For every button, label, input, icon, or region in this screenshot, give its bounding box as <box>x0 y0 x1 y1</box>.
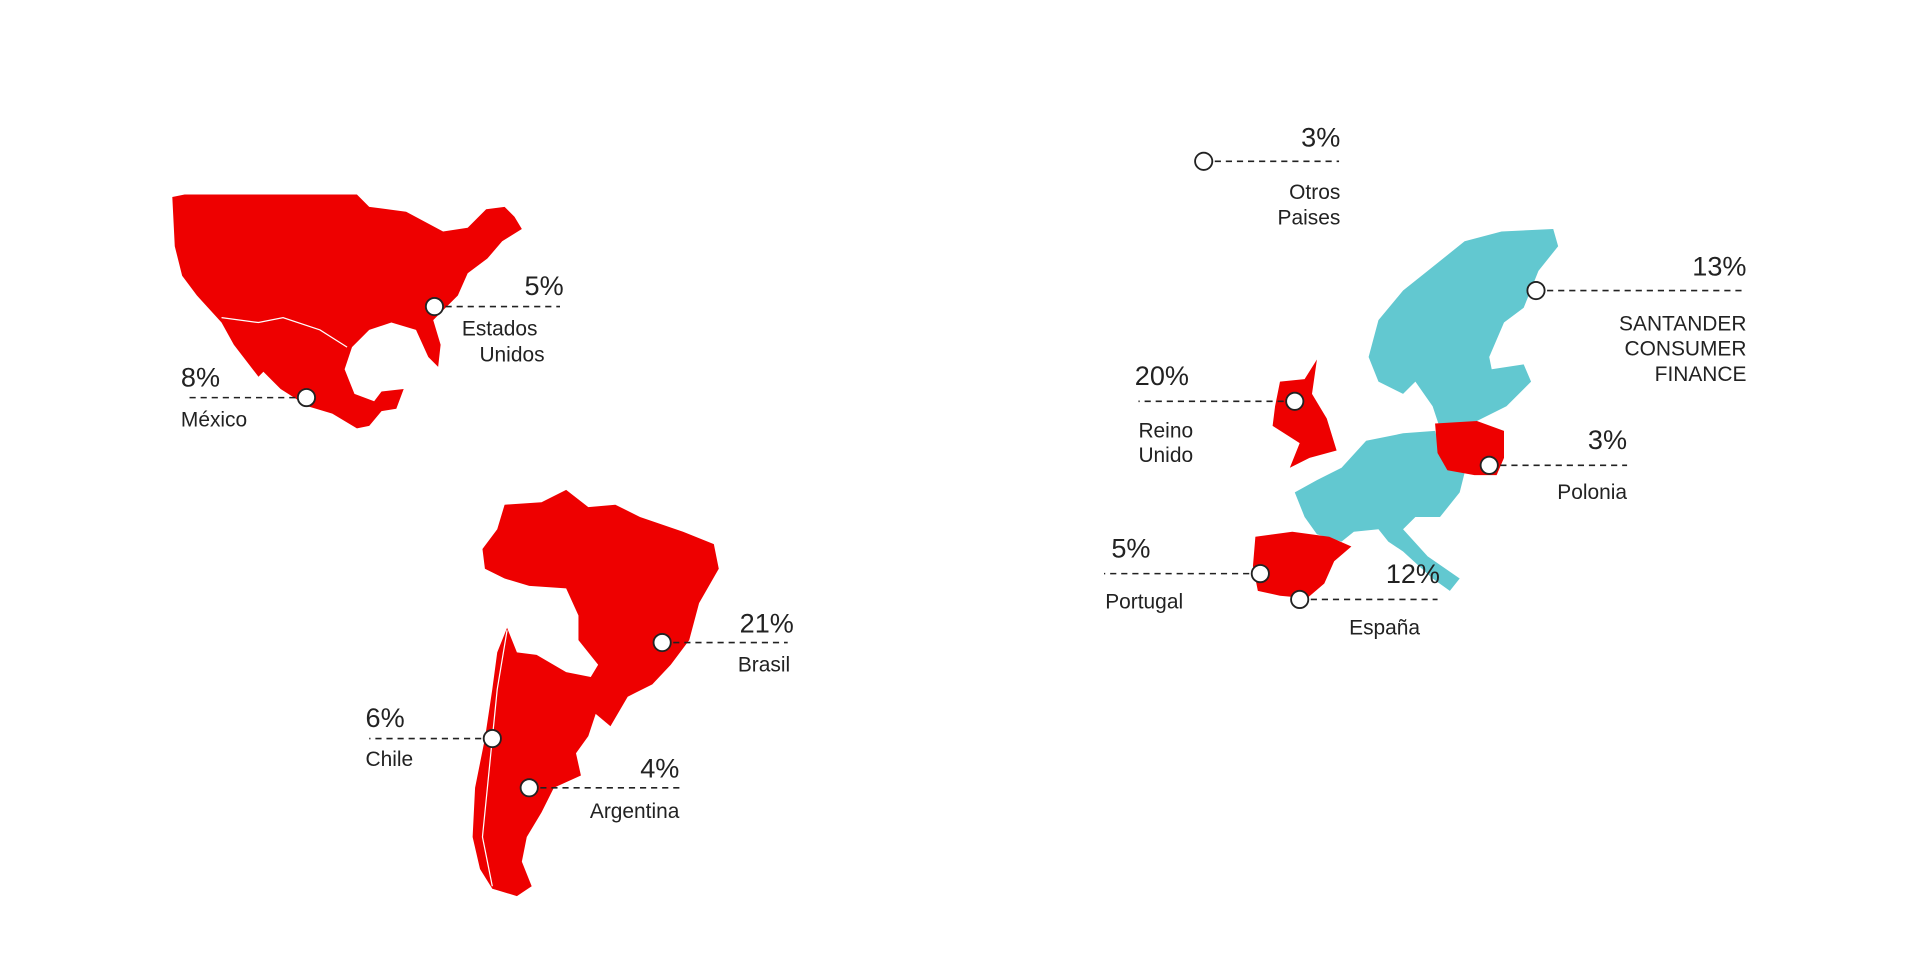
share-label: 5% <box>525 270 564 301</box>
country-label: Chile <box>366 748 414 771</box>
country-label: Portugal <box>1105 591 1183 614</box>
north-america <box>172 194 522 429</box>
country-label: España <box>1349 617 1420 640</box>
country-label: Argentina <box>590 800 680 823</box>
country-label: Otros <box>1289 181 1340 204</box>
europe <box>1252 229 1559 599</box>
scandinavia <box>1368 229 1559 429</box>
south-america <box>472 489 719 897</box>
country-label: Paises <box>1278 207 1341 230</box>
usa-mexico-shape <box>172 194 522 429</box>
uk <box>1272 359 1337 468</box>
country-label: Brasil <box>738 653 790 676</box>
marker <box>1194 151 1214 171</box>
marker <box>482 729 502 749</box>
iberia <box>1252 531 1352 599</box>
south-america-shape <box>472 489 719 897</box>
marker <box>652 633 672 653</box>
country-label: SANTANDER <box>1619 313 1746 336</box>
marker <box>1290 589 1310 610</box>
share-label: 13% <box>1692 251 1746 282</box>
marker <box>296 388 316 408</box>
country-label: Unidos <box>479 343 544 366</box>
marker <box>1285 391 1305 411</box>
border <box>221 316 348 348</box>
country-label: Estados <box>462 317 538 340</box>
share-label: 21% <box>740 607 794 638</box>
marker <box>1526 281 1546 301</box>
marker <box>519 778 539 798</box>
country-label: CONSUMER <box>1624 338 1746 361</box>
country-label: Unido <box>1138 444 1193 467</box>
marker <box>1250 564 1270 584</box>
share-label: 5% <box>1111 532 1150 563</box>
share-label: 12% <box>1386 558 1440 589</box>
share-label: 4% <box>640 753 679 784</box>
country-label: FINANCE <box>1655 363 1747 386</box>
share-label: 3% <box>1588 424 1627 455</box>
share-label: 6% <box>366 702 405 733</box>
share-label: 3% <box>1301 121 1340 152</box>
share-label: 20% <box>1135 360 1189 391</box>
border <box>481 630 508 887</box>
markers: 5% Estados Unidos 8% México 21% Brasil 6% Chile 4… <box>181 121 1747 823</box>
marker <box>1479 455 1499 475</box>
country-label: Reino <box>1138 420 1193 443</box>
share-label: 8% <box>181 361 220 392</box>
country-label: Polonia <box>1557 481 1627 504</box>
country-label: México <box>181 409 247 432</box>
continental-europe <box>1294 430 1465 591</box>
marker <box>424 297 445 317</box>
